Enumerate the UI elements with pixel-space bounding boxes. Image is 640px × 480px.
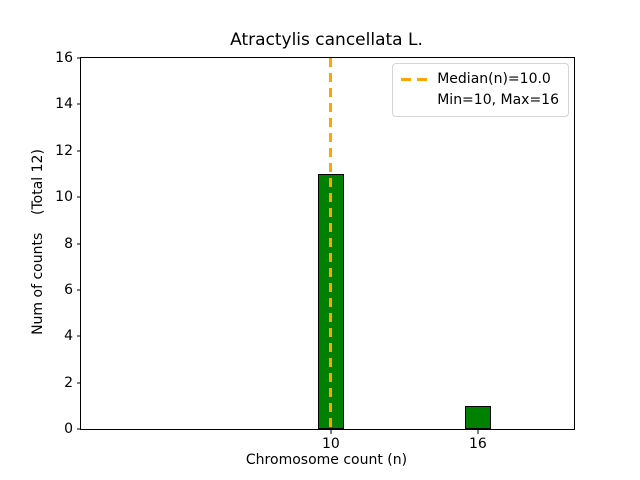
y-tick-label: 6: [64, 281, 73, 298]
y-tick-label: 4: [64, 328, 73, 345]
legend: Median(n)=10.0 Min=10, Max=16: [392, 63, 569, 117]
y-tick-mark: [77, 103, 81, 105]
y-tick-label: 8: [64, 235, 73, 252]
y-axis-label: Num of counts (Total 12): [30, 149, 46, 335]
y-tick-mark: [77, 57, 81, 59]
y-tick-mark: [77, 150, 81, 152]
y-tick-label: 16: [55, 50, 73, 66]
y-tick-mark: [77, 243, 81, 244]
y-tick-label: 2: [64, 374, 73, 391]
y-tick-mark: [77, 335, 81, 337]
legend-entry-median: Median(n)=10.0: [401, 69, 559, 90]
chart-title: Atractylis cancellata L.: [230, 30, 423, 50]
dashed-line-legend-icon: [401, 78, 429, 81]
plot-area: Median(n)=10.0 Min=10, Max=16 0 2 4 6 8 10 12 1…: [55, 50, 575, 452]
y-tick-label: 10: [55, 189, 73, 206]
legend-label-median: Median(n)=10.0: [437, 71, 551, 87]
x-tick-label: 10: [322, 436, 340, 452]
y-tick-mark: [77, 196, 81, 198]
y-tick-mark: [77, 382, 81, 384]
legend-entry-minmax: Min=10, Max=16: [401, 90, 559, 111]
y-tick-label: 12: [55, 142, 73, 159]
bar-16: [464, 405, 491, 429]
median-line: [329, 58, 333, 429]
y-tick-mark: [77, 428, 81, 430]
x-tick-label: 16: [468, 436, 487, 452]
x-tick-mark: [477, 430, 479, 434]
x-tick-mark: [330, 430, 332, 434]
y-tick-label: 0: [64, 421, 73, 437]
legend-label-minmax: Min=10, Max=16: [437, 92, 559, 108]
x-axis-label: Chromosome count (n): [245, 452, 408, 468]
empty-legend-icon: [401, 99, 428, 102]
y-tick-mark: [77, 289, 81, 291]
y-tick-label: 14: [55, 96, 73, 113]
